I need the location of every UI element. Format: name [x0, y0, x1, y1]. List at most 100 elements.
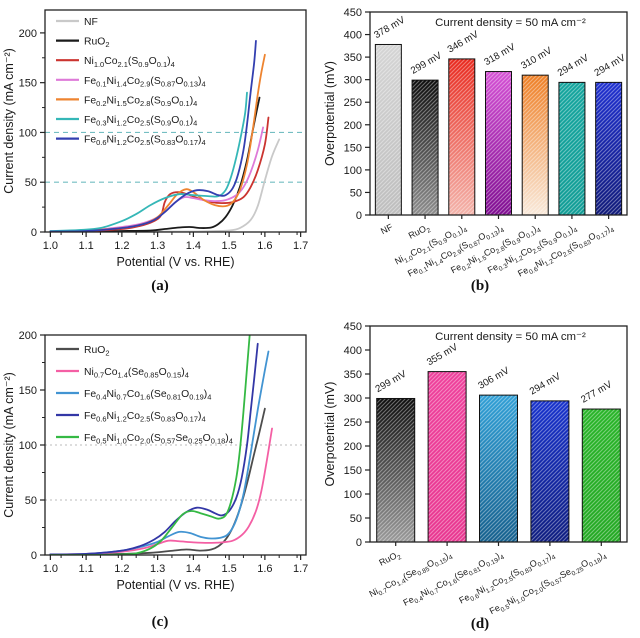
- legend-label: RuO2: [84, 37, 110, 50]
- legend-label: Fe0.1Ni1.4Co2.9(S0.87O0.13)4: [84, 76, 206, 89]
- y-axis-title: Current density (mA cm⁻²): [2, 48, 16, 194]
- series-curve: [49, 91, 248, 232]
- y-tick-label: 200: [344, 120, 362, 132]
- y-tick-label: 100: [19, 127, 37, 139]
- bar-hatch: [411, 79, 439, 216]
- y-tick-label: 150: [19, 78, 37, 90]
- x-tick-label: 1.4: [186, 563, 201, 575]
- legend-label: Fe0.5Ni1.0Co2.0(S0.57Se0.25O0.18)4: [84, 433, 233, 446]
- x-tick-label: 1.3: [150, 563, 165, 575]
- series-curve: [49, 350, 270, 555]
- reference-lines: [45, 444, 306, 501]
- y-axis: 0 50 100 150 200: [19, 330, 45, 562]
- bar-hatch: [485, 71, 512, 216]
- series-curve: [49, 138, 281, 232]
- y-tick-label: 200: [19, 330, 37, 342]
- y-tick-label: 300: [344, 393, 362, 405]
- y-tick-label: 50: [350, 187, 362, 199]
- bar-value-label: 378 mV: [372, 14, 407, 41]
- x-tick-label: 1.5: [221, 240, 236, 252]
- y-tick-label: 350: [344, 52, 362, 64]
- y-tick-label: 0: [356, 210, 362, 222]
- x-axis-title: Potential (V vs. RHE): [116, 578, 234, 592]
- legend-label: Ni1.0Co2.1(S0.9O0.1)4: [84, 56, 175, 69]
- legend-label: Fe0.4Ni0.7Co1.6(Se0.81O0.19)4: [84, 389, 211, 402]
- axes-box: [44, 9, 307, 233]
- x-tick-label: 1.6: [257, 563, 272, 575]
- series-curve: [49, 407, 266, 555]
- bar-value-label: 306 mV: [477, 365, 512, 392]
- category-label: Fe0.2Ni1.5Co2.8(S0.9O0.1)4: [449, 222, 543, 278]
- category-label: Fe0.6Ni1.2Co2.5(S0.83O0.17)4: [516, 222, 616, 281]
- legend: RuO2 Ni0.7Co1.4(Se0.85O0.15)4 Fe0.4Ni0.7Co…: [56, 345, 233, 446]
- category-label: Ni1.0Co2.1(S0.9O0.1)4: [393, 222, 469, 269]
- y-tick-label: 0: [31, 227, 37, 239]
- legend-label: Fe0.6Ni1.2Co2.5(S0.83O0.17)4: [84, 411, 206, 424]
- category-label: Fe0.6Ni1.2Co2.5(S0.83O0.17)4: [457, 549, 557, 608]
- x-tick-label: 1.2: [114, 240, 129, 252]
- bar-value-label: 310 mV: [519, 45, 554, 72]
- category-label: Fe0.5Ni1.0Co2.0(S0.57Se0.25O0.18)4: [488, 549, 609, 619]
- y-axis-title: Overpotential (mV): [323, 382, 337, 487]
- x-axis-title: Potential (V vs. RHE): [116, 255, 234, 269]
- y-tick-label: 300: [344, 75, 362, 87]
- y-tick-label: 100: [344, 165, 362, 177]
- legend-label: Ni0.7Co1.4(Se0.85O0.15)4: [84, 367, 189, 380]
- bar-value-label: 355 mV: [425, 342, 460, 369]
- x-axis: 1.0 1.1 1.2 1.3 1.4 1.5 1.6 1.7: [43, 555, 308, 575]
- y-tick-label: 150: [19, 385, 37, 397]
- category-label: RuO2: [377, 549, 403, 570]
- y-tick-label: 150: [344, 142, 362, 154]
- legend-label: RuO2: [84, 345, 110, 358]
- y-tick-label: 100: [344, 489, 362, 501]
- x-tick-label: 1.4: [186, 240, 201, 252]
- bar-value-label: 318 mV: [483, 42, 518, 69]
- bar-value-label: 299 mV: [409, 50, 444, 77]
- y-tick-label: 50: [350, 513, 362, 525]
- y-tick-label: 0: [31, 550, 37, 562]
- series-curve: [49, 427, 273, 555]
- y-tick-label: 450: [344, 7, 362, 19]
- panel-c-caption: (c): [151, 614, 169, 630]
- legend-label: Fe0.6Ni1.2Co2.5(S0.83O0.17)4: [84, 135, 206, 148]
- panel-b: 378 mV NF 299 mV RuO2 346 mV Ni1.0Co2.1(S0.9O…: [320, 0, 640, 300]
- bar-hatch: [427, 371, 467, 543]
- y-tick-label: 200: [344, 441, 362, 453]
- y-tick-label: 250: [344, 97, 362, 109]
- y-tick-label: 150: [344, 465, 362, 477]
- y-tick-label: 450: [344, 321, 362, 333]
- x-tick-label: 1.6: [257, 240, 272, 252]
- bar-hatch: [448, 58, 476, 216]
- y-tick-label: 400: [344, 30, 362, 42]
- series-curve: [49, 126, 264, 232]
- bar-value-label: 346 mV: [446, 29, 481, 56]
- axes-box: [369, 11, 628, 216]
- bar-value-label: 294 mV: [556, 52, 591, 79]
- bar-value-label: 299 mV: [374, 368, 409, 395]
- bar-hatch: [558, 81, 586, 216]
- y-axis: 0 50 100 150 200: [19, 28, 45, 239]
- bar-hatch: [374, 43, 402, 216]
- category-label: NF: [379, 222, 395, 237]
- x-tick-label: 1.7: [293, 563, 308, 575]
- axes-box: [44, 334, 307, 556]
- chart-title: Current density = 50 mA cm⁻²: [435, 17, 586, 29]
- panel-c: 1.0 1.1 1.2 1.3 1.4 1.5 1.6 1.7 0 50 100 150 200 Pote…: [0, 312, 320, 638]
- x-tick-label: 1.3: [150, 240, 165, 252]
- lsv-line-chart-a: 1.0 1.1 1.2 1.3 1.4 1.5 1.6 1.7 0 50 100 150 200 Pote…: [2, 9, 308, 269]
- x-tick-label: 1.0: [43, 240, 58, 252]
- bars: [376, 371, 621, 543]
- chart-title: Current density = 50 mA cm⁻²: [435, 331, 586, 343]
- y-tick-label: 250: [344, 417, 362, 429]
- axes-box: [369, 325, 628, 543]
- bar-value-label: 294 mV: [528, 371, 563, 398]
- y-tick-label: 50: [25, 495, 37, 507]
- category-label: Fe0.3Ni1.2Co2.5(S0.9O0.1)4: [486, 222, 580, 278]
- bar-hatch: [530, 400, 570, 543]
- legend: NF RuO2 Ni1.0Co2.1(S0.9O0.1)4 Fe0.1Ni1.4Co2…: [56, 17, 206, 147]
- panel-a: 1.0 1.1 1.2 1.3 1.4 1.5 1.6 1.7 0 50 100 150 200 Pote…: [0, 0, 320, 300]
- series-group: [49, 39, 281, 232]
- panel-d-caption: (d): [470, 616, 490, 632]
